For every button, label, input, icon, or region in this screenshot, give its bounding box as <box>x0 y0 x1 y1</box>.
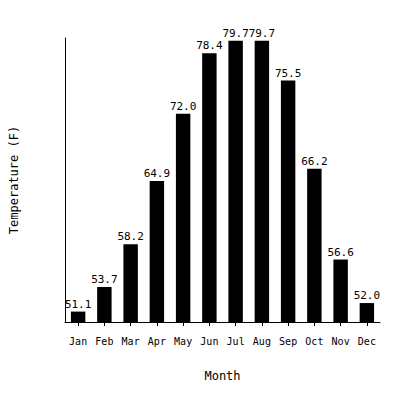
svg-text:Feb: Feb <box>95 336 113 347</box>
svg-text:Jan: Jan <box>69 336 87 347</box>
svg-text:Aug: Aug <box>253 336 271 347</box>
svg-text:Jun: Jun <box>200 336 218 347</box>
svg-text:Nov: Nov <box>332 336 350 347</box>
svg-text:Apr: Apr <box>148 336 166 347</box>
svg-text:75.5: 75.5 <box>275 67 302 80</box>
svg-text:53.7: 53.7 <box>91 273 118 286</box>
svg-text:51.1: 51.1 <box>65 298 92 311</box>
svg-text:Oct: Oct <box>305 336 323 347</box>
svg-text:56.6: 56.6 <box>327 246 354 259</box>
svg-text:72.0: 72.0 <box>170 100 197 113</box>
svg-text:58.2: 58.2 <box>117 230 144 243</box>
svg-text:52.0: 52.0 <box>354 289 381 302</box>
svg-text:Month: Month <box>204 369 240 383</box>
svg-text:Mar: Mar <box>122 336 140 347</box>
svg-text:79.7: 79.7 <box>222 27 249 40</box>
svg-text:78.4: 78.4 <box>196 39 223 52</box>
svg-text:May: May <box>174 336 192 347</box>
svg-text:64.9: 64.9 <box>144 167 171 180</box>
svg-text:Dec: Dec <box>358 336 376 347</box>
svg-text:Temperature (F): Temperature (F) <box>7 126 21 234</box>
svg-text:79.7: 79.7 <box>249 27 276 40</box>
svg-text:Jul: Jul <box>227 336 245 347</box>
svg-text:Sep: Sep <box>279 336 297 347</box>
svg-text:66.2: 66.2 <box>301 155 328 168</box>
